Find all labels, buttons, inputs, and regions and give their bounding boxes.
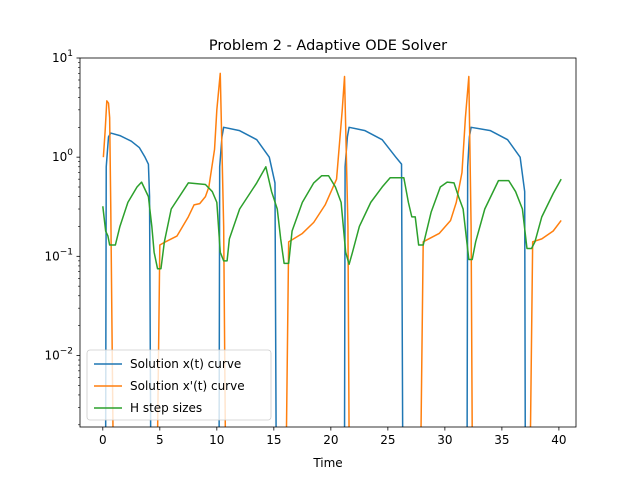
legend: Solution x(t) curve Solution x'(t) curve… bbox=[86, 349, 272, 421]
x-tick-label: 25 bbox=[380, 433, 395, 447]
legend-label-h: H step sizes bbox=[130, 401, 202, 415]
plot-frame bbox=[79, 57, 577, 428]
x-tick-label: 0 bbox=[99, 433, 107, 447]
series-line-1 bbox=[102, 72, 562, 427]
x-tick-label: 40 bbox=[551, 433, 566, 447]
x-tick-label: 15 bbox=[266, 433, 281, 447]
series-line-2 bbox=[102, 166, 562, 270]
legend-box bbox=[86, 349, 272, 421]
y-tick-label: 10−2 bbox=[44, 346, 73, 362]
legend-label-x: Solution x(t) curve bbox=[130, 357, 241, 371]
legend-label-x-prime: Solution x'(t) curve bbox=[130, 379, 245, 393]
x-tick-label: 30 bbox=[437, 433, 452, 447]
y-axis: 10−2 10−1 100 101 bbox=[44, 49, 80, 426]
y-tick-label: 101 bbox=[52, 49, 73, 65]
x-tick-label: 35 bbox=[494, 433, 509, 447]
x-axis-label: Time bbox=[312, 456, 342, 470]
chart-title: Problem 2 - Adaptive ODE Solver bbox=[209, 38, 447, 54]
series-layer bbox=[102, 72, 562, 427]
x-axis: 0 5 10 15 20 25 30 35 40 bbox=[99, 427, 567, 447]
x-tick-label: 20 bbox=[323, 433, 338, 447]
x-tick-label: 10 bbox=[209, 433, 224, 447]
y-tick-label: 10−1 bbox=[44, 247, 73, 263]
x-tick-label: 5 bbox=[156, 433, 164, 447]
y-tick-label: 100 bbox=[52, 148, 73, 164]
